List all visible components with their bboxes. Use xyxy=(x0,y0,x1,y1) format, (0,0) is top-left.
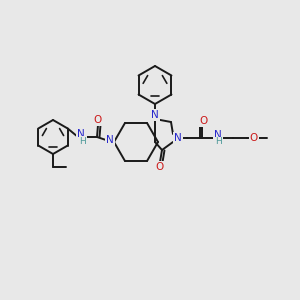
Text: O: O xyxy=(250,133,258,143)
Text: O: O xyxy=(199,116,207,126)
Text: N: N xyxy=(77,129,85,139)
Text: H: H xyxy=(80,136,86,146)
Text: N: N xyxy=(151,110,159,120)
Text: H: H xyxy=(216,137,222,146)
Text: O: O xyxy=(94,115,102,125)
Text: N: N xyxy=(106,135,114,145)
Text: O: O xyxy=(155,162,163,172)
Text: N: N xyxy=(214,130,222,140)
Text: N: N xyxy=(174,133,182,143)
